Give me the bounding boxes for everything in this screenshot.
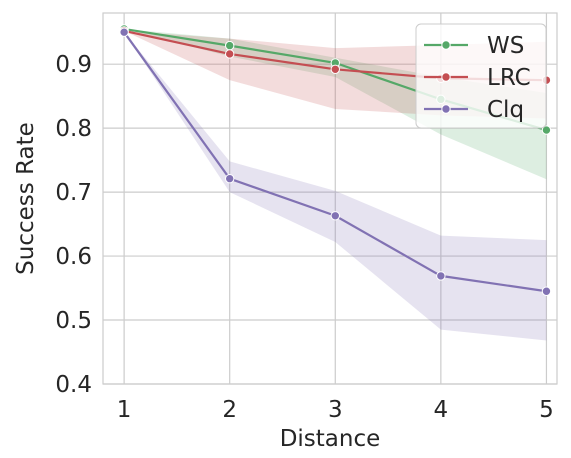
legend-marker-clq [441, 104, 451, 114]
confidence-band-clq [124, 32, 547, 341]
legend-marker-ws [441, 40, 451, 50]
data-point-ws [224, 40, 235, 51]
legend-label-clq: Clq [487, 97, 524, 123]
x-tick-label: 1 [117, 397, 132, 423]
y-tick-label: 0.7 [55, 180, 92, 206]
data-point-clq [224, 173, 235, 184]
data-point-lrc [224, 49, 235, 59]
data-point-clq [436, 271, 446, 281]
y-axis-label: Success Rate [13, 122, 39, 275]
x-axis-label: Distance [280, 426, 381, 452]
x-tick-label: 4 [434, 397, 449, 423]
data-point-clq [330, 211, 340, 221]
legend-box [415, 23, 547, 129]
legend-marker-lrc [441, 72, 451, 82]
x-tick-label: 5 [539, 397, 554, 423]
data-point-lrc [330, 64, 340, 74]
data-point-clq [119, 27, 129, 37]
y-tick-label: 0.8 [55, 116, 92, 142]
legend: WS LRC Clq [415, 23, 547, 129]
data-point-clq [541, 286, 552, 296]
y-tick-label: 0.4 [55, 372, 92, 398]
y-tick-labels: 0.4 0.5 0.6 0.7 0.8 0.9 [55, 52, 92, 398]
series-markers [119, 24, 552, 296]
x-tick-label: 2 [222, 397, 237, 423]
y-tick-label: 0.9 [55, 52, 92, 78]
data-point-ws [541, 125, 552, 135]
legend-label-ws: WS [487, 33, 524, 59]
x-tick-label: 3 [328, 397, 343, 423]
y-tick-label: 0.5 [55, 308, 92, 334]
legend-label-lrc: LRC [487, 65, 531, 91]
plot-frame [102, 12, 558, 385]
x-tick-labels: 1 2 3 4 5 [117, 397, 554, 423]
y-tick-label: 0.6 [55, 244, 92, 270]
